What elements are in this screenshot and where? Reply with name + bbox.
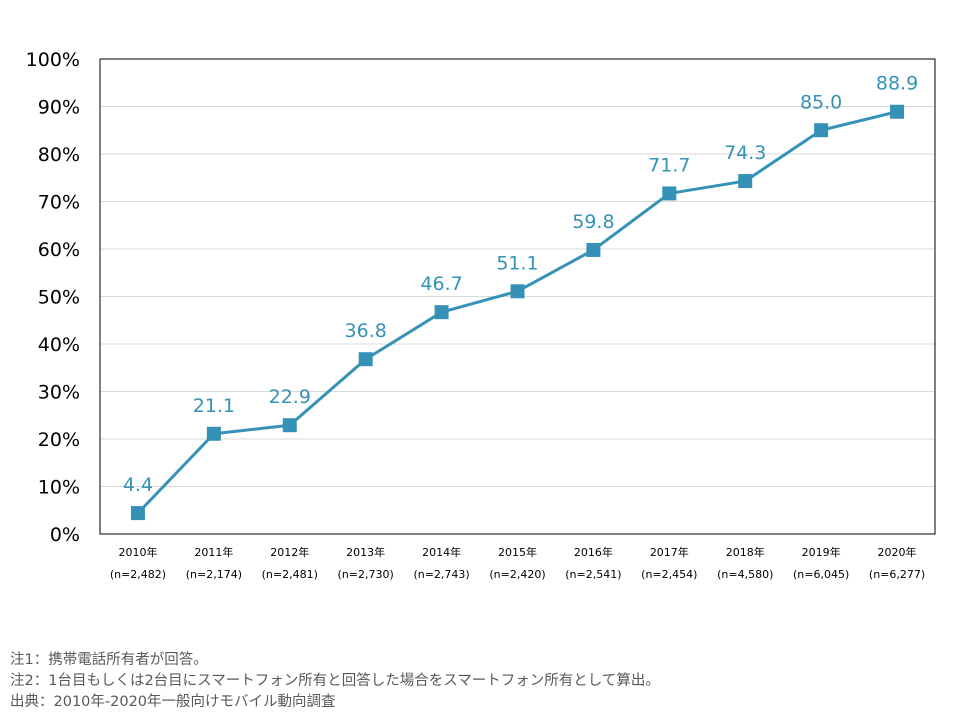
x-tick-label: 2012年 — [270, 545, 309, 559]
y-tick-label: 60% — [38, 239, 80, 261]
data-point-marker — [510, 284, 525, 299]
x-tick-sample-size: (n=6,277) — [869, 568, 925, 581]
y-tick-label: 70% — [38, 192, 80, 214]
data-point-marker — [282, 418, 297, 433]
x-tick-label: 2016年 — [574, 545, 613, 559]
x-tick-sample-size: (n=2,482) — [110, 568, 166, 581]
x-tick-label: 2020年 — [878, 545, 917, 559]
y-tick-label: 0% — [50, 524, 80, 546]
x-tick-label: 2011年 — [194, 545, 233, 559]
x-tick-label: 2013年 — [346, 545, 385, 559]
x-tick-sample-size: (n=6,045) — [793, 568, 849, 581]
y-tick-label: 90% — [38, 97, 80, 119]
data-point-marker — [434, 305, 449, 320]
x-tick-sample-size: (n=2,541) — [565, 568, 621, 581]
data-label: 88.9 — [876, 73, 918, 95]
data-label: 85.0 — [800, 91, 842, 113]
note-1: 注1：携帯電話所有者が回答。 — [10, 652, 208, 668]
x-axis-ticks: 2010年 (n=2,482) 2011年 (n=2,174) 2012年 (n=2,48… — [110, 545, 925, 581]
y-tick-label: 80% — [38, 144, 80, 166]
x-tick-sample-size: (n=2,174) — [186, 568, 242, 581]
data-point-marker — [738, 174, 753, 189]
series-line — [136, 110, 898, 515]
footnotes: 注1：携帯電話所有者が回答。 注2：1台目もしくは2台目にスマートフォン所有と回… — [10, 650, 950, 713]
x-tick-label: 2019年 — [802, 545, 841, 559]
y-tick-label: 20% — [38, 429, 80, 451]
y-tick-label: 50% — [38, 287, 80, 309]
data-point-marker — [130, 506, 145, 521]
data-point-marker — [358, 352, 373, 367]
y-tick-label: 10% — [38, 477, 80, 499]
x-tick-sample-size: (n=4,580) — [717, 568, 773, 581]
x-tick-label: 2018年 — [726, 545, 765, 559]
x-tick-label: 2015年 — [498, 545, 537, 559]
data-point-marker — [206, 426, 221, 441]
y-tick-label: 40% — [38, 334, 80, 356]
x-tick-sample-size: (n=2,481) — [262, 568, 318, 581]
x-tick-label: 2014年 — [422, 545, 461, 559]
y-tick-label: 30% — [38, 382, 80, 404]
x-tick-label: 2017年 — [650, 545, 689, 559]
x-tick-sample-size: (n=2,730) — [338, 568, 394, 581]
data-label: 74.3 — [724, 142, 766, 164]
data-label: 4.4 — [123, 474, 153, 496]
data-label: 59.8 — [572, 211, 614, 233]
x-tick-label: 2010年 — [118, 545, 157, 559]
data-label: 22.9 — [269, 386, 311, 408]
data-label: 21.1 — [193, 395, 235, 417]
source-note: 出典：2010年-2020年一般向けモバイル動向調査 — [10, 694, 336, 710]
data-point-marker — [586, 242, 601, 257]
data-label: 71.7 — [648, 154, 690, 176]
line-chart: 0% 10% 20% 30% 40% 50% 60% 70% 80% 90% 100% 2010年 (… — [26, 49, 936, 581]
x-tick-sample-size: (n=2,420) — [489, 568, 545, 581]
series-market-share: 4.4 21.1 22.9 36.8 46.7 51.1 59.8 71.7 74.3 85.0 8… — [123, 73, 918, 521]
data-label: 36.8 — [345, 320, 387, 342]
data-point-marker — [814, 123, 829, 138]
data-label: 46.7 — [420, 273, 462, 295]
data-point-marker — [662, 186, 677, 201]
y-tick-label: 100% — [26, 49, 80, 71]
data-label: 51.1 — [496, 252, 538, 274]
x-tick-sample-size: (n=2,743) — [413, 568, 469, 581]
plot-area-border — [99, 58, 936, 535]
note-2: 注2：1台目もしくは2台目にスマートフォン所有と回答した場合をスマートフォン所有… — [10, 673, 660, 689]
data-point-marker — [890, 104, 905, 119]
y-axis-ticks: 0% 10% 20% 30% 40% 50% 60% 70% 80% 90% 100% — [26, 49, 80, 546]
x-tick-sample-size: (n=2,454) — [641, 568, 697, 581]
